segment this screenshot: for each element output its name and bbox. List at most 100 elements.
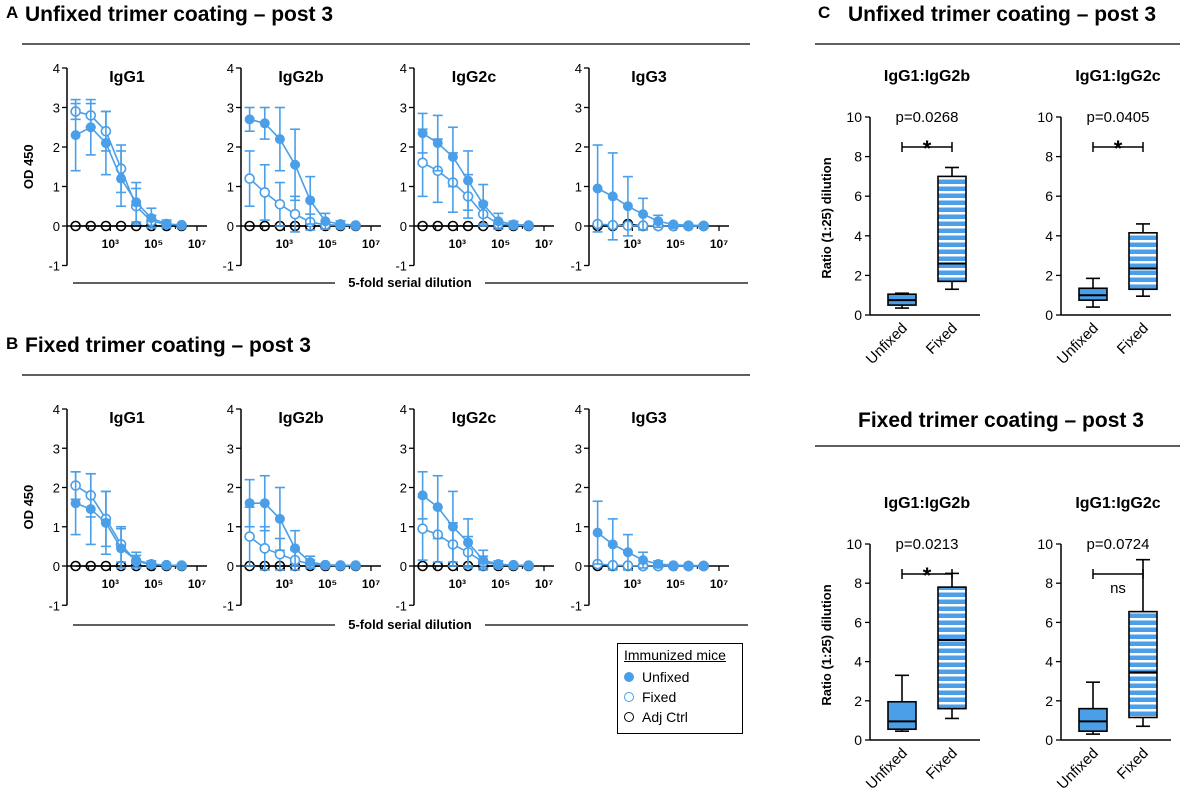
x-axis-label-bg xyxy=(335,617,485,633)
subplot-title: IgG2b xyxy=(278,410,324,427)
data-point-unfixed xyxy=(447,151,458,162)
x-tick-label: 10³ xyxy=(449,577,466,591)
y-tick-label: 10 xyxy=(1037,109,1053,125)
y-tick-label: 3 xyxy=(400,441,407,456)
data-point-fixed xyxy=(417,523,428,535)
data-point-unfixed xyxy=(607,539,618,550)
y-tick-label: 0 xyxy=(227,559,234,574)
data-point-unfixed xyxy=(161,219,172,230)
y-tick-label: 4 xyxy=(1045,654,1053,670)
y-tick-label: 2 xyxy=(854,693,862,709)
y-tick-label: 4 xyxy=(575,402,582,417)
y-tick-label: 2 xyxy=(400,481,407,496)
data-point-unfixed xyxy=(100,138,111,149)
data-point-unfixed xyxy=(176,560,187,571)
y-tick-label: 0 xyxy=(53,559,60,574)
data-point-unfixed xyxy=(622,547,633,558)
subplot-title: IgG1 xyxy=(109,69,145,86)
y-tick-label: 4 xyxy=(400,61,407,76)
y-tick-label: 4 xyxy=(227,61,234,76)
x-axis-label: 5-fold serial dilution xyxy=(348,617,472,632)
legend-item-fixed: Fixed xyxy=(624,688,676,706)
y-tick-label: 8 xyxy=(1045,149,1053,165)
legend-label: Unfixed xyxy=(642,669,690,685)
y-tick-label: 2 xyxy=(400,140,407,155)
y-tick-label: 0 xyxy=(227,219,234,234)
y-tick-label: 3 xyxy=(575,101,582,116)
y-tick-label: 8 xyxy=(854,149,862,165)
y-tick-label: 2 xyxy=(1045,267,1053,283)
data-point-fixed xyxy=(417,157,428,169)
y-tick-label: 1 xyxy=(400,520,407,535)
data-point-adj-ctrl xyxy=(447,220,459,232)
data-point-adj-ctrl xyxy=(115,220,127,232)
y-tick-label: 4 xyxy=(854,654,862,670)
y-tick-label: 0 xyxy=(854,307,862,323)
x-tick-label: 10⁵ xyxy=(144,577,163,591)
data-point-unfixed xyxy=(116,173,127,184)
y-tick-label: -1 xyxy=(222,598,234,613)
data-point-unfixed xyxy=(116,543,127,554)
y-tick-label: 2 xyxy=(575,481,582,496)
x-tick-label: 10⁵ xyxy=(491,237,510,251)
y-tick-label: 4 xyxy=(1045,228,1053,244)
panel-a-letter: A xyxy=(6,3,19,22)
y-tick-label: 0 xyxy=(854,732,862,748)
y-tick-label: 0 xyxy=(400,219,407,234)
data-point-adj-ctrl xyxy=(100,560,112,572)
data-point-adj-ctrl xyxy=(70,560,81,572)
filled-circle-icon xyxy=(624,672,634,682)
data-point-unfixed xyxy=(478,555,489,566)
y-tick-label: -1 xyxy=(570,259,582,274)
data-point-unfixed xyxy=(274,134,285,145)
y-tick-label: 4 xyxy=(854,228,862,244)
subplot-title: IgG1:IgG2b xyxy=(884,495,970,512)
data-point-unfixed xyxy=(335,219,346,230)
x-tick-label: 10⁷ xyxy=(710,577,728,591)
data-point-unfixed xyxy=(259,498,270,509)
y-tick-label: 8 xyxy=(854,575,862,591)
open-circle-icon xyxy=(624,692,634,702)
y-tick-label: 6 xyxy=(1045,614,1053,630)
box-unfixed xyxy=(1078,707,1108,732)
data-point-unfixed xyxy=(653,216,664,227)
data-point-adj-ctrl xyxy=(417,220,428,232)
y-tick-label: 1 xyxy=(53,520,60,535)
x-tick-label: 10³ xyxy=(276,577,293,591)
data-point-unfixed xyxy=(417,128,428,139)
y-tick-label: -1 xyxy=(395,598,407,613)
data-point-unfixed xyxy=(493,559,504,570)
x-tick-label: 10⁵ xyxy=(491,577,510,591)
x-tick-label: 10³ xyxy=(102,237,119,251)
y-tick-label: 2 xyxy=(1045,693,1053,709)
data-point-unfixed xyxy=(592,183,603,194)
box-fixed xyxy=(937,175,967,283)
data-point-unfixed xyxy=(508,219,519,230)
data-point-adj-ctrl xyxy=(417,560,428,572)
data-point-unfixed xyxy=(463,537,474,548)
data-point-unfixed xyxy=(244,114,255,125)
category-label: Fixed xyxy=(1114,745,1152,783)
y-tick-label: 1 xyxy=(53,180,60,195)
y-tick-label: 1 xyxy=(227,520,234,535)
box-fixed xyxy=(937,586,967,710)
x-tick-label: 10³ xyxy=(624,577,641,591)
data-point-adj-ctrl xyxy=(70,220,81,232)
y-tick-label: 3 xyxy=(575,441,582,456)
data-point-fixed xyxy=(274,198,286,210)
y-tick-label: 2 xyxy=(53,140,60,155)
data-point-unfixed xyxy=(131,555,142,566)
category-label: Unfixed xyxy=(1054,320,1102,368)
y-tick-label: 2 xyxy=(854,267,862,283)
subplot-title: IgG1:IgG2c xyxy=(1075,68,1160,85)
data-point-unfixed xyxy=(70,498,81,509)
x-axis-label: 5-fold serial dilution xyxy=(348,275,472,290)
y-tick-label: 1 xyxy=(575,520,582,535)
y-tick-label: -1 xyxy=(222,259,234,274)
data-point-unfixed xyxy=(592,527,603,538)
p-value: p=0.0268 xyxy=(896,109,959,126)
data-point-unfixed xyxy=(653,559,664,570)
data-point-fixed xyxy=(244,173,255,184)
legend: Immunized mice Unfixed Fixed Adj Ctrl xyxy=(617,643,743,734)
